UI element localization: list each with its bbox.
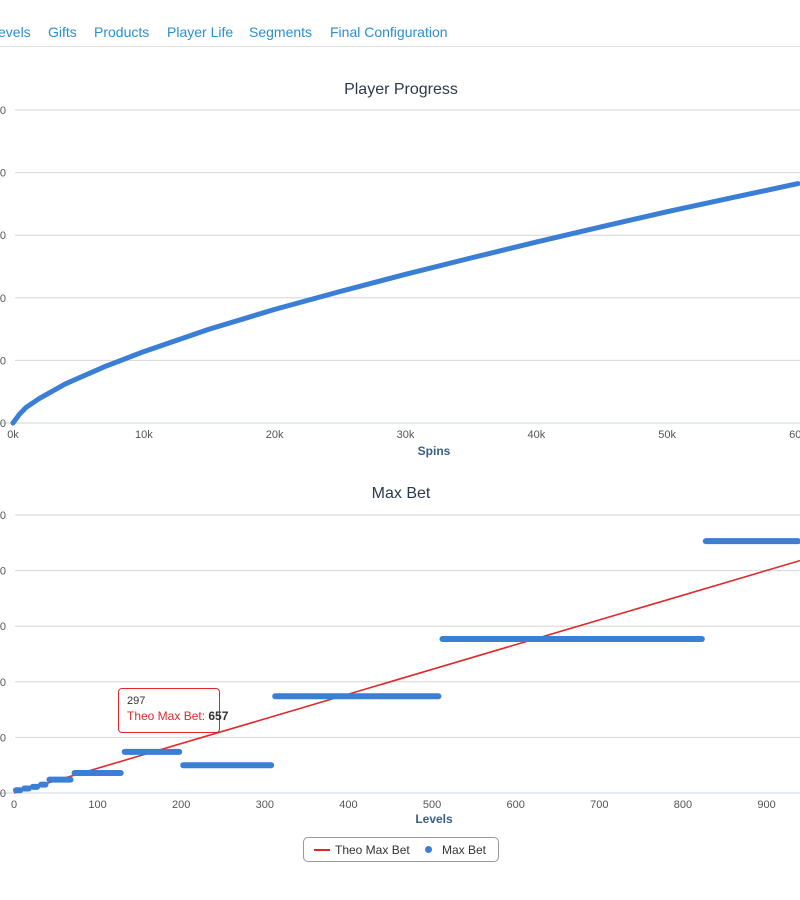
nav-tab-products[interactable]: Products (94, 24, 150, 40)
theo-max-bet-line (13, 559, 800, 794)
nav-tab-player-life[interactable]: Player Life (167, 24, 234, 40)
max-bet-grid (0, 514, 800, 794)
y-tick-label: 0 (0, 621, 6, 633)
legend-line-icon (314, 849, 330, 851)
x-tick-label: 300 (256, 799, 274, 811)
max-bet-tooltip: 297 Theo Max Bet: 657 (118, 688, 229, 733)
tooltip-value: 657 (208, 709, 229, 723)
nav-tab-final-configuration[interactable]: Final Configuration (330, 24, 448, 40)
legend-label: Theo Max Bet (335, 843, 410, 857)
nav-tab-gifts[interactable]: Gifts (48, 24, 77, 40)
max-bet-x-axis-label: Levels (415, 812, 453, 826)
y-tick-label: 0 (0, 510, 6, 522)
x-tick-label: 50k (658, 429, 676, 441)
player-progress-x-ticks: 0k 10k 20k 30k 40k 50k 60k (7, 429, 800, 441)
max-bet-series (13, 538, 800, 794)
x-tick-label: 40k (527, 429, 545, 441)
tooltip-x-value: 297 (127, 695, 146, 707)
player-progress-series (10, 181, 800, 426)
max-bet-title: Max Bet (372, 485, 431, 502)
x-tick-label: 10k (135, 429, 153, 441)
player-progress-chart: Player Progress 0 0 0 0 0 0 0k 10k 20k 30k 40k 50k… (0, 81, 800, 458)
tooltip-row: Theo Max Bet: 657 (127, 709, 229, 723)
y-tick-label: 0 (0, 168, 6, 180)
y-tick-label: 0 (0, 418, 6, 430)
x-tick-label: 30k (397, 429, 415, 441)
y-tick-label: 0 (0, 293, 6, 305)
x-tick-label: 20k (266, 429, 284, 441)
legend-item-theo-max-bet[interactable]: Theo Max Bet (314, 843, 410, 857)
x-tick-label: 100 (88, 799, 106, 811)
legend-dot-icon (425, 846, 432, 853)
legend-label: Max Bet (442, 843, 487, 857)
player-progress-x-axis-label: Spins (418, 444, 451, 458)
x-tick-label: 700 (590, 799, 608, 811)
nav-tab-segments[interactable]: Segments (249, 24, 313, 40)
y-tick-label: 0 (0, 788, 6, 800)
y-tick-label: 0 (0, 105, 6, 117)
top-nav: evels Gifts Products Player Life Segment… (0, 0, 800, 47)
max-bet-legend: Theo Max Bet Max Bet (303, 837, 499, 862)
nav-tab-levels[interactable]: evels (0, 24, 31, 40)
max-bet-y-ticks: 0 0 0 0 0 0 (0, 510, 6, 800)
x-tick-label: 400 (339, 799, 357, 811)
tooltip-series-name: Theo Max Bet (127, 709, 202, 723)
y-tick-label: 0 (0, 230, 6, 242)
y-tick-label: 0 (0, 677, 6, 689)
y-tick-label: 0 (0, 732, 6, 744)
x-tick-label: 60k (789, 429, 800, 441)
player-progress-grid (0, 109, 800, 424)
x-tick-label: 0k (7, 429, 19, 441)
player-progress-line (10, 181, 800, 426)
x-tick-label: 800 (674, 799, 692, 811)
x-tick-label: 600 (507, 799, 525, 811)
legend-item-max-bet[interactable]: Max Bet (421, 843, 496, 857)
x-tick-label: 200 (172, 799, 190, 811)
x-tick-label: 500 (423, 799, 441, 811)
y-tick-label: 0 (0, 566, 6, 578)
player-progress-y-ticks: 0 0 0 0 0 0 (0, 105, 6, 430)
x-tick-label: 0 (11, 799, 17, 811)
y-tick-label: 0 (0, 355, 6, 367)
player-progress-title: Player Progress (344, 81, 458, 98)
x-tick-label: 900 (757, 799, 775, 811)
max-bet-x-ticks: 0 100 200 300 400 500 600 700 800 900 (11, 799, 776, 811)
